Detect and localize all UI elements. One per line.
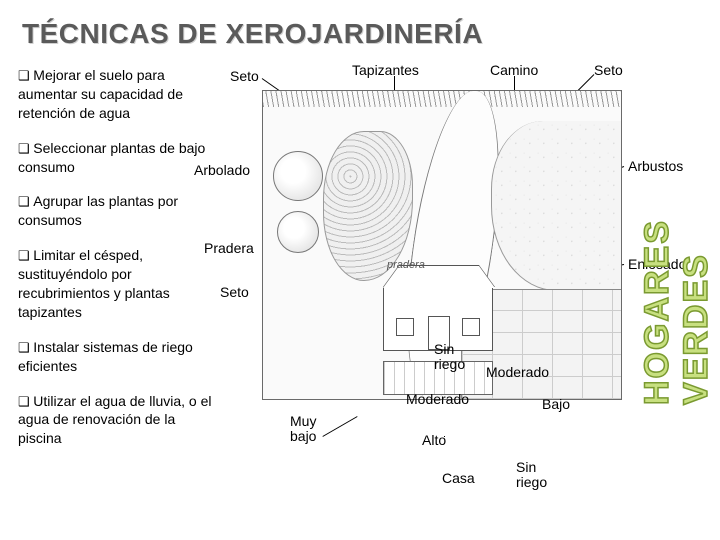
label-bajo: Bajo — [542, 396, 570, 412]
label-tapizantes: Tapizantes — [352, 62, 419, 78]
label-muy-bajo: Muy bajo — [290, 414, 330, 445]
house-window — [396, 318, 414, 336]
label-arbolado: Arbolado — [194, 162, 250, 178]
label-seto-left: Seto — [230, 68, 259, 84]
label-sin-riego-2: Sin riego — [516, 460, 560, 491]
label-sin-riego: Sin riego — [434, 342, 478, 373]
tree-icon — [277, 211, 319, 253]
shrub-area — [491, 121, 621, 291]
pradera-inline-label: pradera — [387, 259, 425, 271]
bullet-item: Instalar sistemas de riego eficientes — [18, 338, 218, 376]
leader-line — [444, 436, 445, 437]
content-row: Mejorar el suelo para aumentar su capaci… — [0, 50, 720, 506]
hedge-top — [263, 91, 621, 107]
side-brand-text: HOGARES VERDES — [638, 135, 716, 405]
label-seto-right: Seto — [594, 62, 623, 78]
house-window — [462, 318, 480, 336]
label-moderado-left: Moderado — [406, 392, 470, 407]
label-casa: Casa — [442, 470, 475, 486]
bullet-item: Utilizar el agua de lluvia, o el agua de… — [18, 392, 218, 449]
bullet-item: Agrupar las plantas por consumos — [18, 192, 218, 230]
page-title: TÉCNICAS DE XEROJARDINERÍA — [0, 0, 720, 50]
bullet-item: Mejorar el suelo para aumentar su capaci… — [18, 66, 218, 123]
tree-icon — [273, 151, 323, 201]
label-moderado-right: Moderado — [486, 364, 549, 380]
label-pradera: Pradera — [204, 240, 258, 256]
bullet-item: Limitar el césped, sustituyéndolo por re… — [18, 246, 218, 322]
label-seto-bottom: Seto — [220, 284, 249, 300]
label-alto: Alto — [422, 432, 446, 448]
bullet-list: Mejorar el suelo para aumentar su capaci… — [18, 66, 218, 506]
bullet-item: Seleccionar plantas de bajo consumo — [18, 139, 218, 177]
